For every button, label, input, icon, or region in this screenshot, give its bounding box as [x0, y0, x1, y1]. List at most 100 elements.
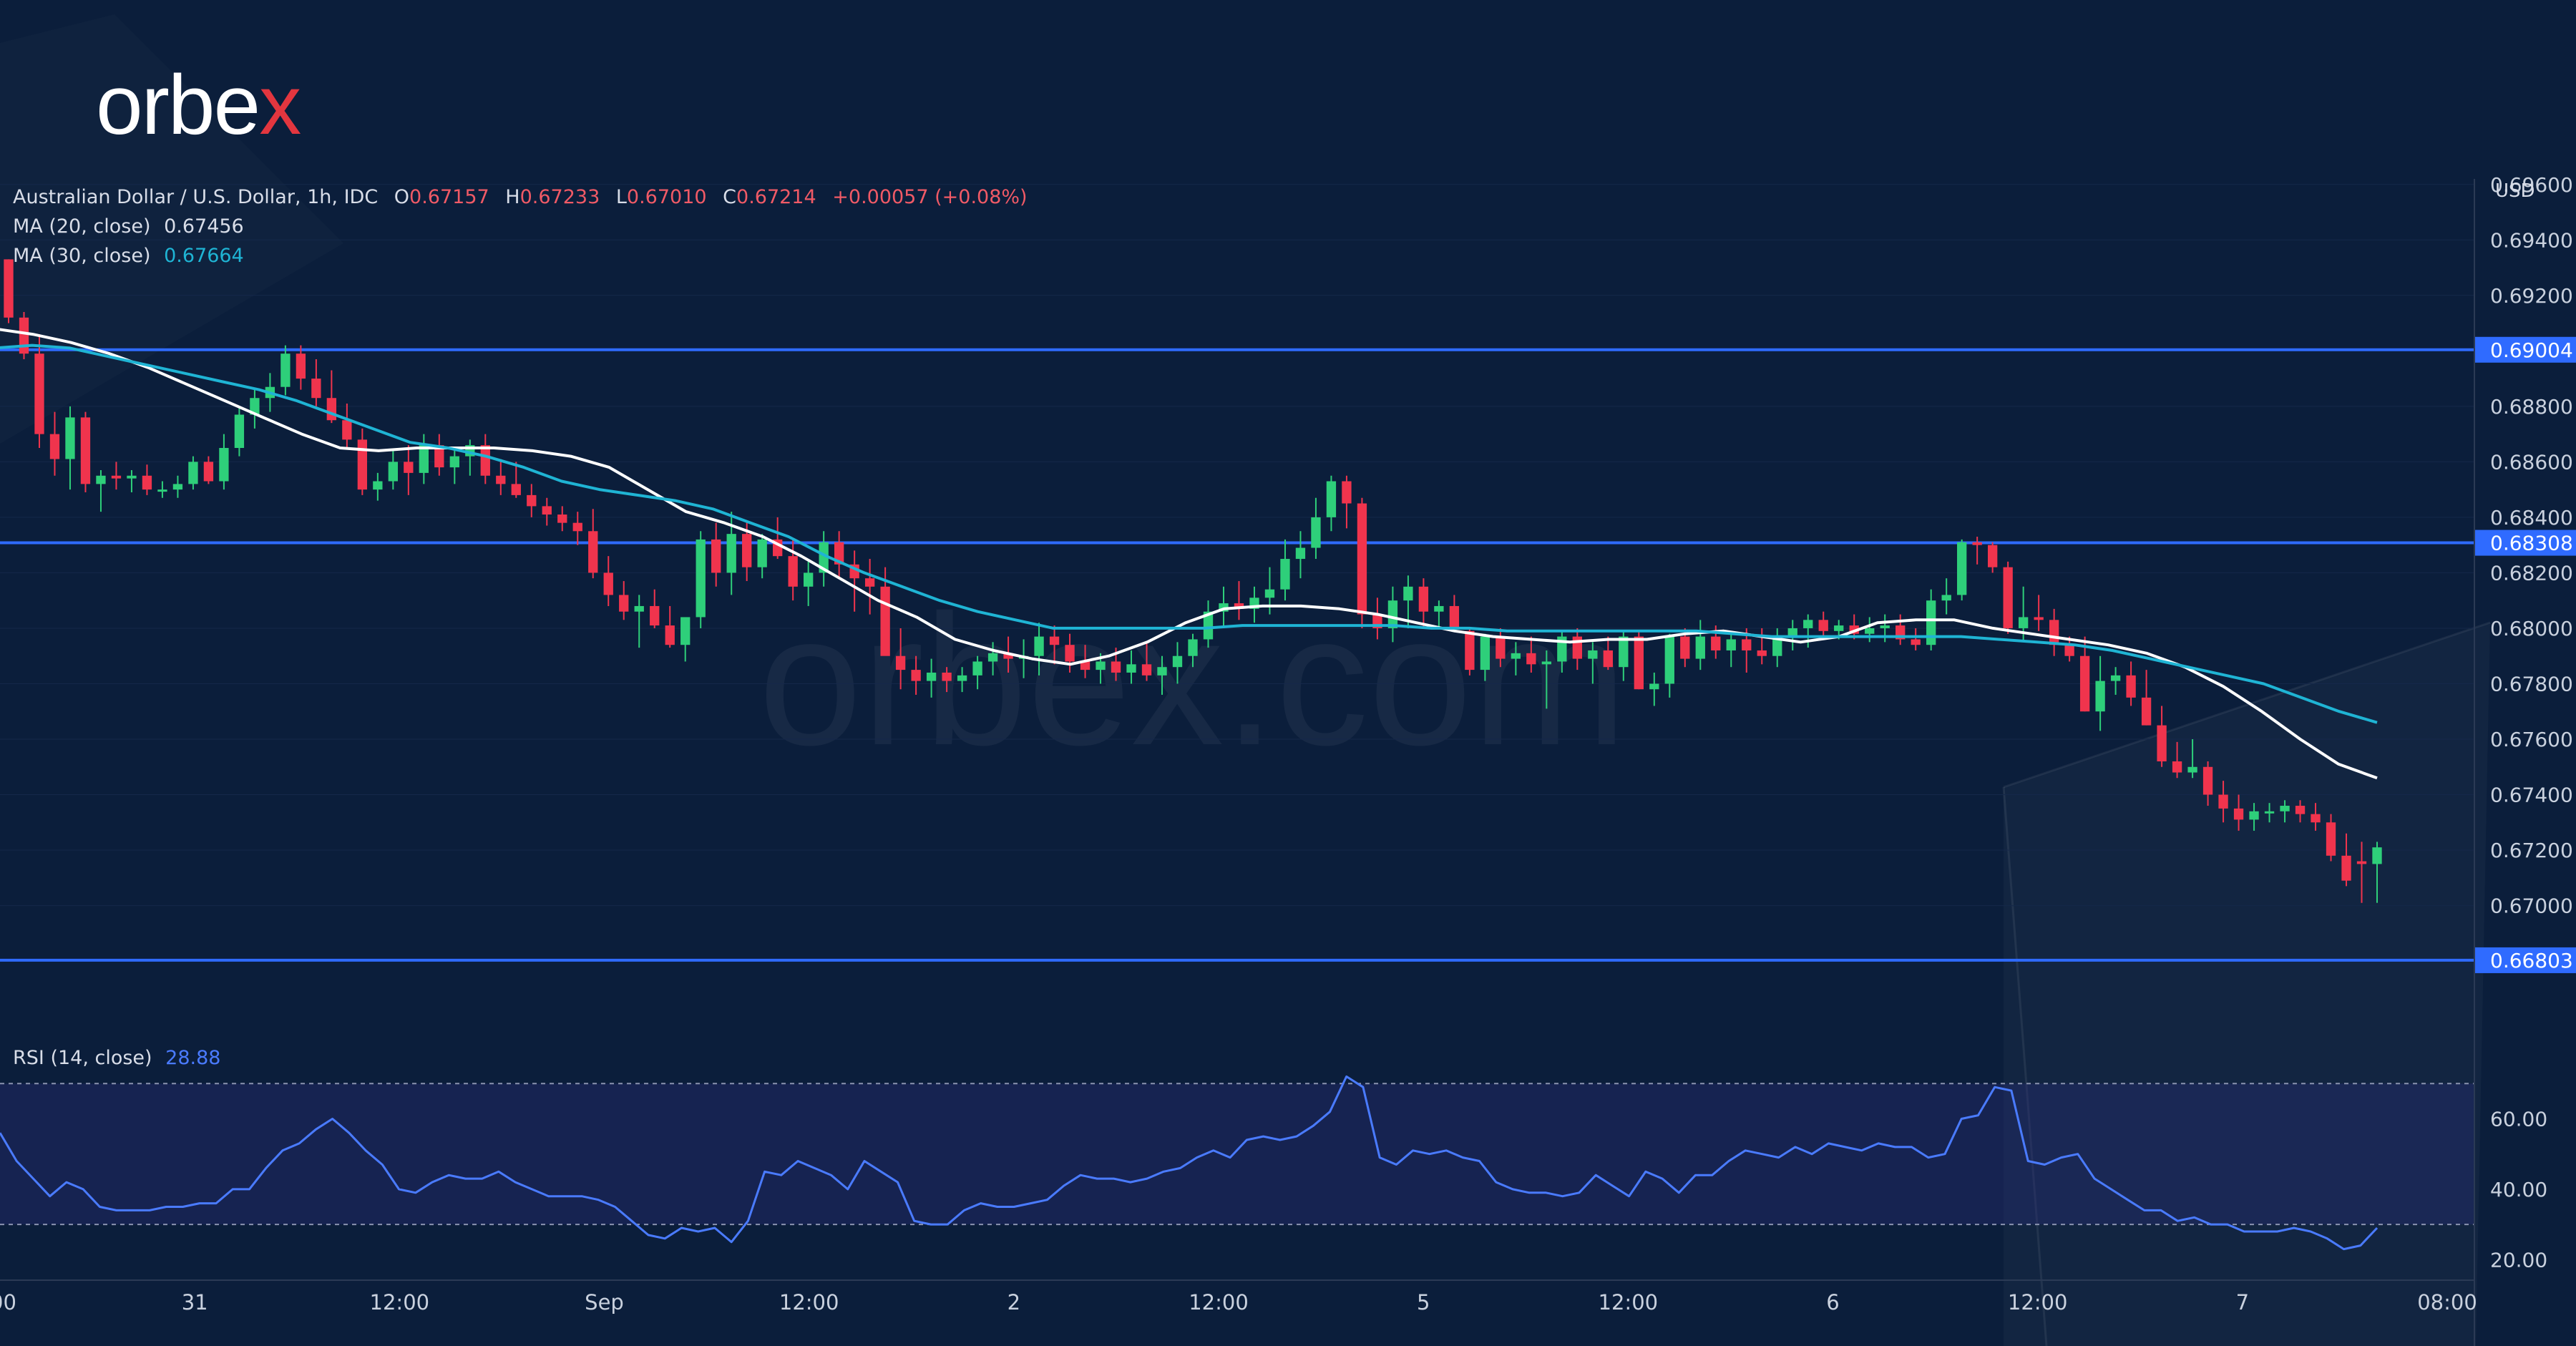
candle-body	[1157, 667, 1167, 676]
candle-body	[1172, 655, 1183, 668]
candle-body	[2141, 697, 2152, 726]
price-axis[interactable]: 0.69600 0.69400 0.69200 0.68800 0.68600 0.684…	[2490, 173, 2573, 918]
candle-body	[1742, 639, 1752, 650]
candle-body	[987, 653, 998, 662]
candle-body	[1280, 559, 1290, 590]
candle-body	[803, 572, 814, 587]
ma30-legend[interactable]: MA (30, close) 0.67664	[13, 245, 244, 267]
currency-label: USD	[2495, 180, 2535, 202]
candle-body	[665, 625, 675, 645]
candle-body	[434, 445, 444, 468]
time-tick-label: 12:00	[1599, 1290, 1659, 1315]
candle-body	[2233, 808, 2244, 820]
candle-body	[1357, 503, 1367, 615]
horizontal-levels[interactable]: 0.69004 0.68308 0.66803	[0, 336, 2576, 973]
candle-body	[34, 353, 44, 434]
candle-body	[2218, 794, 2228, 809]
ma20-line	[0, 328, 2378, 780]
candle-body	[2341, 855, 2351, 881]
candle-body	[419, 445, 429, 473]
candle-body	[834, 542, 844, 565]
time-tick-label: 7	[2236, 1290, 2249, 1315]
candle-body	[1664, 636, 1674, 684]
high-value: 0.67233	[519, 186, 600, 208]
time-tick-label: 00	[0, 1290, 16, 1315]
candle-body	[296, 353, 306, 379]
candlestick-series	[4, 259, 2382, 903]
candle-body	[926, 672, 937, 681]
rsi-axis[interactable]: 60.00 40.00 20.00	[2490, 1107, 2547, 1272]
rsi-legend[interactable]: RSI (14, close) 28.88	[13, 1047, 221, 1069]
candle-body	[1726, 639, 1736, 650]
price-level-badge	[2474, 336, 2576, 363]
candle-body	[696, 539, 706, 618]
candle-body	[1880, 625, 1890, 628]
candle-body	[1972, 542, 1982, 545]
price-tick-label: 0.67600	[2490, 728, 2573, 751]
candle-body	[2326, 822, 2336, 856]
candle-body	[111, 475, 122, 479]
candle-body	[2202, 766, 2213, 795]
price-level-label: 0.66803	[2490, 949, 2573, 972]
candle-body	[2295, 806, 2306, 814]
candle-body	[1526, 653, 1536, 665]
candle-body	[404, 462, 414, 473]
candle-body	[711, 539, 721, 573]
rsi-line	[0, 1075, 2379, 1251]
candle-body	[1834, 625, 1844, 631]
candle-body	[972, 661, 982, 676]
price-tick-label: 0.69400	[2490, 228, 2573, 252]
time-tick-label: 5	[1417, 1290, 1430, 1315]
candle-body	[895, 655, 906, 670]
ma20-legend[interactable]: MA (20, close) 0.67456	[13, 215, 244, 238]
time-tick-label: 12:00	[370, 1290, 430, 1315]
time-tick-label: 12:00	[779, 1290, 839, 1315]
time-axis[interactable]: 00 31 12:00 Sep 12:00 2 12:00 5 12:00 6 12:00 7 08:0…	[0, 1290, 2477, 1315]
candle-body	[2356, 861, 2367, 864]
ma30-value: 0.67664	[164, 245, 244, 267]
candle-body	[680, 617, 691, 645]
candle-body	[1803, 620, 1813, 628]
candle-body	[2172, 761, 2182, 773]
candle-body	[572, 522, 582, 532]
candle-body	[1449, 605, 1460, 628]
candle-body	[1342, 481, 1352, 504]
candle-body	[1418, 586, 1429, 612]
candle-body	[1496, 636, 1506, 659]
price-level-label: 0.69004	[2490, 338, 2573, 362]
candle-body	[2280, 806, 2290, 811]
symbol-legend[interactable]: Australian Dollar / U.S. Dollar, 1h, IDC…	[13, 186, 1028, 208]
candle-body	[1649, 683, 1659, 690]
candle-body	[2049, 620, 2059, 645]
price-tick-label: 0.69200	[2490, 284, 2573, 308]
candle-body	[1111, 661, 1121, 673]
candle-body	[2157, 725, 2167, 762]
candle-body	[449, 456, 459, 468]
candle-body	[757, 539, 767, 567]
candle-body	[280, 353, 291, 387]
candle-body	[1096, 661, 1106, 670]
candle-body	[603, 572, 613, 595]
candle-body	[219, 447, 229, 482]
candle-body	[342, 420, 352, 440]
candle-body	[1541, 661, 1552, 665]
candle-body	[2264, 811, 2275, 814]
candle-body	[742, 534, 752, 567]
price-tick-label: 0.67800	[2490, 672, 2573, 696]
candle-body	[1772, 636, 1782, 656]
candle-body	[1711, 636, 1721, 650]
candle-body	[1695, 636, 1705, 659]
orbex-logo: orbex	[96, 58, 301, 152]
candle-body	[1619, 636, 1629, 668]
change-value: +0.00057 (+0.08%)	[832, 186, 1028, 208]
candle-body	[157, 489, 167, 492]
time-tick-label: 12:00	[2008, 1290, 2068, 1315]
low-value: 0.67010	[626, 186, 707, 208]
candle-body	[4, 259, 14, 318]
candle-body	[1188, 639, 1198, 656]
candle-body	[1387, 600, 1398, 628]
candle-body	[1049, 636, 1060, 645]
candle-body	[588, 531, 598, 573]
candle-body	[1957, 542, 1967, 595]
